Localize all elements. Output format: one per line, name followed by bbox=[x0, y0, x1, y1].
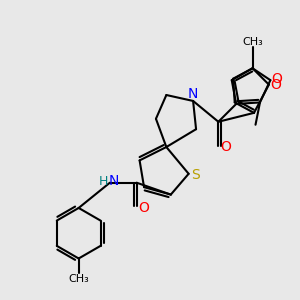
Text: S: S bbox=[191, 168, 200, 182]
Text: H: H bbox=[99, 175, 108, 188]
Text: O: O bbox=[272, 72, 282, 86]
Text: O: O bbox=[139, 201, 149, 215]
Text: CH₃: CH₃ bbox=[242, 37, 263, 46]
Text: O: O bbox=[270, 78, 281, 92]
Text: O: O bbox=[220, 140, 231, 154]
Text: N: N bbox=[109, 174, 119, 188]
Text: CH₃: CH₃ bbox=[68, 274, 89, 284]
Text: N: N bbox=[188, 87, 198, 101]
